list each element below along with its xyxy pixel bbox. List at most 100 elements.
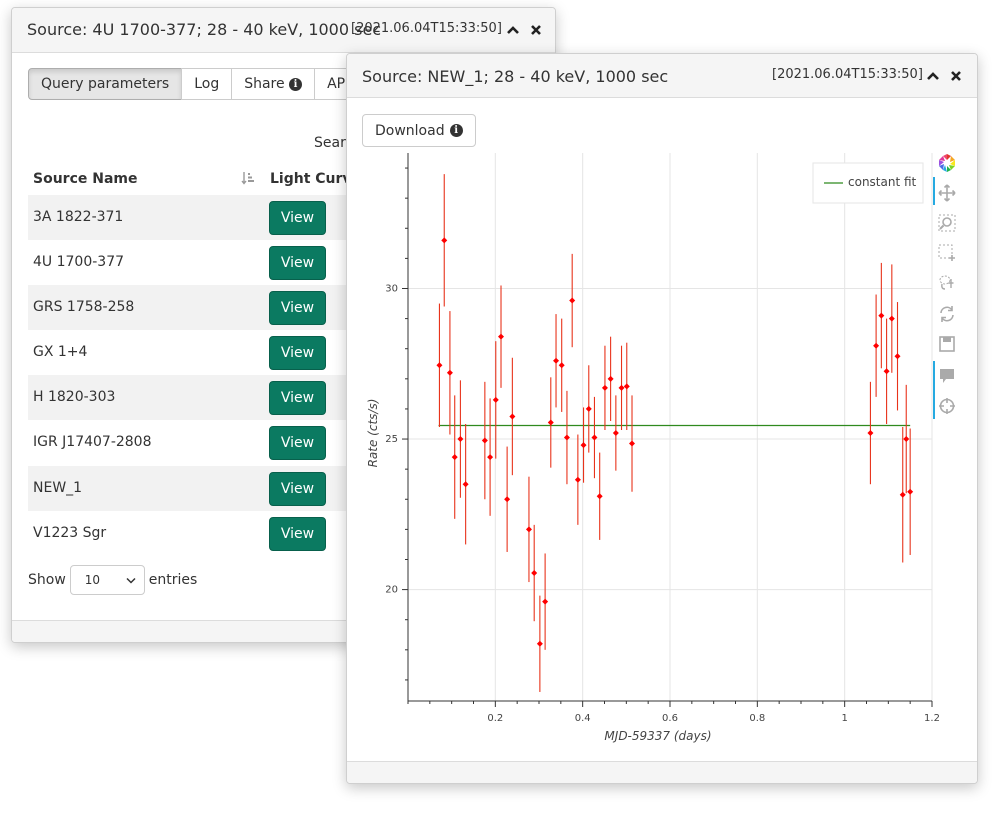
info-icon: i [289,77,303,91]
entries-select[interactable]: 10 [69,565,145,595]
data-point [907,488,914,495]
data-point [547,419,554,426]
sort-icon[interactable] [241,171,255,189]
entries-label: entries [148,572,198,588]
grid-lines [408,153,933,701]
data-point [618,384,625,391]
reset-icon[interactable] [930,300,964,328]
tab-label: Share [244,76,285,92]
result-tabs: Query parameters Log Share i API c [28,68,374,100]
source-name-cell: NEW_1 [33,480,83,496]
box-select-icon[interactable] [930,239,964,267]
data-point [596,493,603,500]
view-button[interactable]: View [269,246,326,280]
box-zoom-icon[interactable] [930,209,964,237]
close-icon[interactable] [528,22,544,38]
x-axis-label: MJD-59337 (days) [604,729,711,743]
tab-label: Log [194,76,220,92]
data-point [436,362,443,369]
column-header-light-curve[interactable]: Light Curve [270,171,362,187]
front-panel-title: Source: NEW_1; 28 - 40 keV, 1000 sec [362,67,669,86]
x-tick-label: 0.2 [487,713,503,724]
tab-label: Query parameters [41,76,170,92]
back-panel-header[interactable]: Source: 4U 1700-377; 28 - 40 keV, 1000 s… [12,8,555,53]
show-label: Show [28,572,66,588]
data-point [883,368,890,375]
data-point [558,362,565,369]
tab-log[interactable]: Log [181,68,233,100]
front-panel-footer [347,761,977,783]
data-point [591,434,598,441]
table-row: NEW_1 View [28,466,368,511]
pan-icon[interactable] [930,179,964,207]
data-point [487,454,494,461]
data-point [623,383,630,390]
download-label: Download [375,122,445,139]
collapse-icon[interactable] [925,68,941,84]
data-point [481,437,488,444]
source-name-cell: GRS 1758-258 [33,299,135,315]
tab-share[interactable]: Share i [231,68,316,100]
legend-label: constant fit [848,175,917,189]
back-panel-title: Source: 4U 1700-377; 28 - 40 keV, 1000 s… [27,20,382,39]
view-button[interactable]: View [269,291,326,325]
back-panel-timestamp: [2021.06.04T15:33:50] [351,21,502,36]
axes: 0.2 0.4 0.6 0.8 1 1.2 20 25 30 [385,153,940,724]
x-tick-label: 0.4 [575,713,591,724]
lasso-icon[interactable] [930,269,964,297]
data-point [607,375,614,382]
column-header-source-name[interactable]: Source Name [33,171,138,187]
x-tick-label: 0.6 [662,713,678,724]
legend: constant fit [812,162,924,204]
view-button[interactable]: View [269,472,326,506]
view-button[interactable]: View [269,201,326,235]
table-row: V1223 Sgr View [28,511,368,556]
entries-value: 10 [84,573,101,587]
y-tick-label: 30 [385,283,398,294]
view-button[interactable]: View [269,381,326,415]
data-point [899,491,906,498]
y-axis-label: Rate (cts/s) [366,399,380,468]
close-icon[interactable] [948,68,964,84]
page-length-control: Show 10 entries [28,565,197,595]
y-tick-label: 25 [385,434,398,445]
collapse-icon[interactable] [505,22,521,38]
source-name-cell: V1223 Sgr [33,525,107,541]
data-point [525,526,532,533]
bokeh-logo-icon[interactable] [930,149,964,177]
search-label: Searc [314,135,354,151]
data-point [585,405,592,412]
data-point [569,297,576,304]
view-button[interactable]: View [269,336,326,370]
y-tick-label: 20 [385,585,398,596]
active-tool-indicator [933,361,935,419]
data-point [553,357,560,364]
data-point [888,315,895,322]
front-panel-header[interactable]: Source: NEW_1; 28 - 40 keV, 1000 sec [20… [347,54,977,98]
x-tick-label: 1 [841,713,847,724]
view-button[interactable]: View [269,426,326,460]
data-point [580,442,587,449]
data-point [536,640,543,647]
front-source-panel: Source: NEW_1; 28 - 40 keV, 1000 sec [20… [346,53,978,784]
data-point [629,440,636,447]
data-point [498,333,505,340]
table-row: 3A 1822-371 View [28,195,368,240]
view-button[interactable]: View [269,517,326,551]
download-button[interactable]: Download i [362,114,476,147]
data-point [542,598,549,605]
table-row: H 1820-303 View [28,375,368,420]
info-icon: i [449,124,463,137]
save-icon[interactable] [930,330,964,358]
table-row: IGR J17407-2808 View [28,420,368,465]
source-name-cell: GX 1+4 [33,344,88,360]
tab-query-parameters[interactable]: Query parameters [28,68,183,100]
crosshair-icon[interactable] [930,392,964,420]
hover-icon[interactable] [930,362,964,390]
table-row: GRS 1758-258 View [28,285,368,330]
data-point [612,430,619,437]
data-point [492,396,499,403]
data-point [873,342,880,349]
front-panel-timestamp: [2021.06.04T15:33:50] [772,67,923,82]
